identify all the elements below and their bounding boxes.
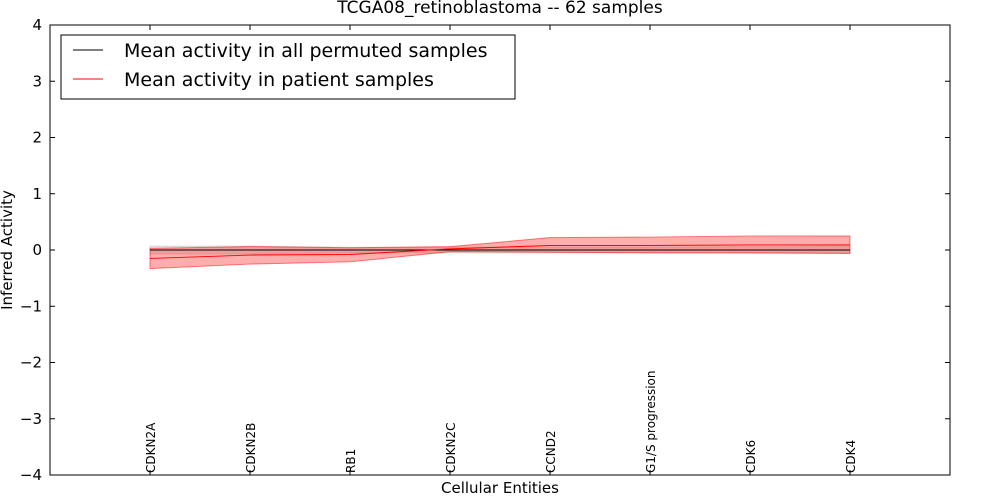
- x-tick-label: G1/S progression: [644, 371, 658, 474]
- x-tick-label: CDKN2B: [244, 423, 258, 473]
- y-tick-label: −4: [20, 466, 42, 484]
- series-band-1: [149, 235, 851, 270]
- x-tick-label: CDK4: [844, 440, 858, 473]
- y-tick-label: 0: [32, 241, 42, 259]
- line-group: [149, 244, 850, 259]
- x-tick-label: RB1: [344, 449, 358, 473]
- x-axis: CDKN2A CDKN2B RB1 CDKN2C CCND2 G1/S progressi…: [144, 25, 858, 475]
- legend-box: [60, 34, 516, 100]
- x-axis-label: Cellular Entities: [441, 479, 559, 497]
- x-tick-label: CDKN2C: [444, 423, 458, 473]
- legend-label-permuted: Mean activity in all permuted samples: [124, 40, 487, 62]
- x-tick-label: CDKN2A: [144, 422, 158, 473]
- band-group: [149, 235, 851, 270]
- chart-title: TCGA08_retinoblastoma -- 62 samples: [336, 0, 663, 18]
- legend: Mean activity in all permuted samples Me…: [60, 34, 516, 100]
- y-tick-label: 2: [32, 129, 42, 147]
- y-tick-label: −2: [20, 354, 42, 372]
- x-tick-label: CDK6: [744, 440, 758, 473]
- x-tick-label: CCND2: [544, 430, 558, 473]
- y-axis: 4 3 2 1 0 −1 −2 −3 −4: [20, 16, 950, 484]
- y-tick-label: −3: [20, 410, 42, 428]
- y-tick-label: 3: [32, 72, 42, 90]
- y-axis-label: Inferred Activity: [0, 190, 16, 310]
- y-tick-label: −1: [20, 297, 42, 315]
- y-tick-label: 1: [32, 185, 42, 203]
- y-tick-label: 4: [32, 16, 42, 34]
- series-line-1: [149, 244, 850, 259]
- legend-label-patient: Mean activity in patient samples: [124, 69, 434, 91]
